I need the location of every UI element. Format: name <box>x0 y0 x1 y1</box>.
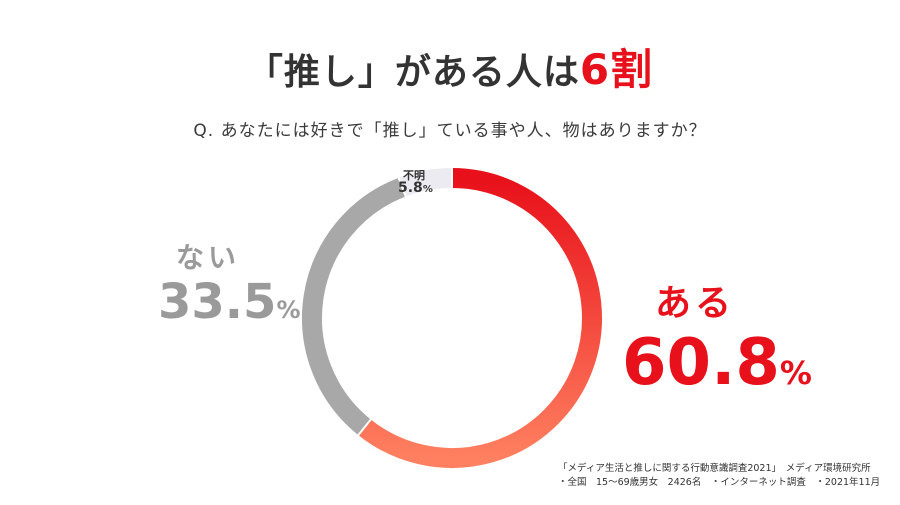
slice-aru <box>358 168 602 468</box>
label-unknown-value: 5.8% <box>398 180 433 196</box>
title-prefix: 「推し」がある人は <box>246 52 580 93</box>
source-line-2: ・全国 15〜69歳男女 2426名 ・インターネット調査 ・2021年11月 <box>558 477 881 488</box>
label-nai-value: 33.5% <box>158 274 300 330</box>
source-note: 「メディア生活と推しに関する行動意識調査2021」 メディア環境研究所 ・全国 … <box>558 462 880 490</box>
survey-question: Q. あなたには好きで「推し」ている事や人、物はありますか？ <box>193 121 707 141</box>
slice-separator-1 <box>356 418 373 437</box>
value-nai: 33.5 <box>158 274 277 330</box>
label-aru-category: ある <box>655 283 736 324</box>
slice-nai <box>302 177 406 436</box>
slice-unknown <box>398 168 453 197</box>
label-unknown-category: 不明 <box>403 169 425 182</box>
unit-aru: % <box>779 354 812 392</box>
chart-title: 「推し」がある人は6割 <box>0 36 900 97</box>
value-aru: 60.8 <box>622 326 780 400</box>
value-unknown: 5.8 <box>398 180 423 196</box>
label-aru-value: 60.8% <box>622 326 812 400</box>
slice-separator-2 <box>397 176 408 198</box>
label-nai-category: ない <box>176 241 241 274</box>
title-highlight: 6割 <box>579 45 654 94</box>
unit-unknown: % <box>422 184 433 195</box>
unit-nai: % <box>276 296 301 324</box>
source-line-1: 「メディア生活と推しに関する行動意識調査2021」 メディア環境研究所 <box>558 463 871 474</box>
